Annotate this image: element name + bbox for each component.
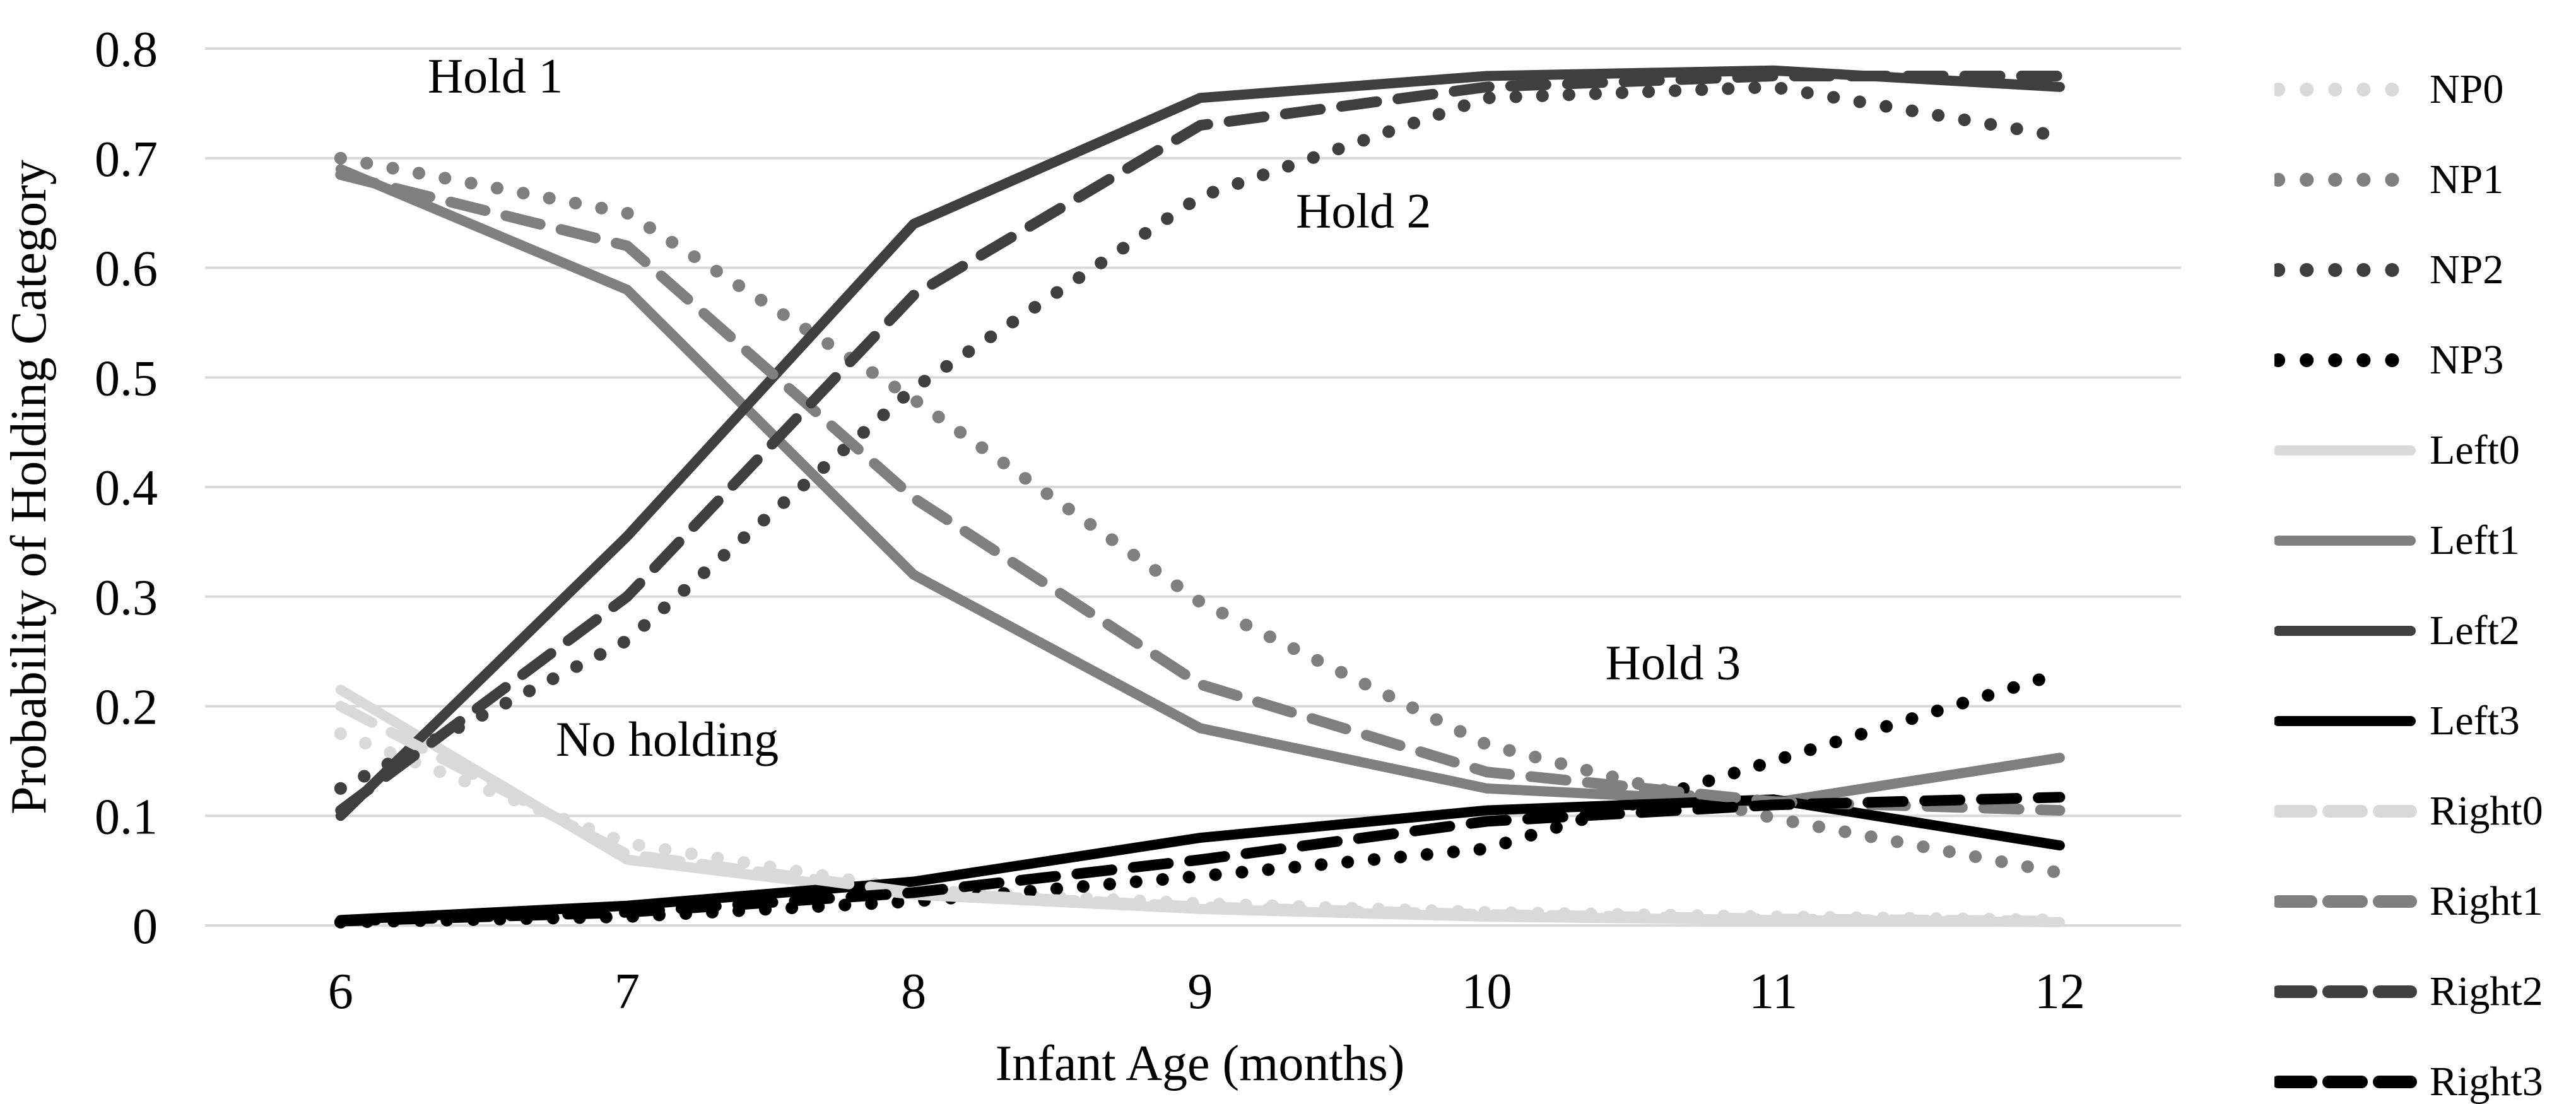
legend-label: Right1 bbox=[2430, 878, 2543, 924]
legend-item-Right0: Right0 bbox=[2274, 766, 2571, 856]
legend-item-NP1: NP1 bbox=[2274, 134, 2571, 225]
series-line-Right0 bbox=[335, 701, 2066, 927]
legend-swatch-icon bbox=[2274, 445, 2416, 455]
legend-label: Right2 bbox=[2430, 968, 2543, 1014]
series-line-NP2 bbox=[334, 80, 2066, 795]
legend-label: Left3 bbox=[2430, 697, 2520, 744]
legend-item-Right2: Right2 bbox=[2274, 946, 2571, 1036]
x-tick-label: 7 bbox=[615, 964, 640, 1019]
series-line-Right3 bbox=[335, 792, 2066, 927]
annotation-no-holding: No holding bbox=[556, 712, 779, 766]
x-tick-label: 6 bbox=[328, 964, 353, 1019]
legend-label: NP0 bbox=[2430, 66, 2504, 112]
legend-item-Right1: Right1 bbox=[2274, 856, 2571, 946]
y-tick-label: 0.5 bbox=[95, 351, 158, 406]
x-tick-label: 8 bbox=[901, 964, 926, 1019]
y-tick-label: 0 bbox=[132, 899, 158, 954]
annotation-hold-3: Hold 3 bbox=[1605, 635, 1741, 690]
x-axis-tick-labels: 6 7 8 9 10 11 12 bbox=[328, 964, 2085, 1019]
x-axis-title: Infant Age (months) bbox=[996, 1036, 1405, 1091]
legend-label: Right0 bbox=[2430, 787, 2543, 834]
legend-label: NP1 bbox=[2430, 156, 2504, 203]
y-tick-label: 0.8 bbox=[95, 22, 158, 78]
legend-swatch-icon bbox=[2274, 715, 2416, 726]
annotations: Hold 1 Hold 2 Hold 3 No holding bbox=[428, 49, 1741, 766]
legend-swatch-icon bbox=[2274, 535, 2416, 546]
x-tick-label: 10 bbox=[1462, 964, 1512, 1019]
legend-swatch-icon bbox=[2274, 262, 2418, 277]
legend-swatch-icon bbox=[2274, 353, 2418, 367]
legend-label: Left2 bbox=[2430, 607, 2520, 654]
y-axis-title: Probability of Holding Category bbox=[1, 160, 57, 814]
series-line-NP1 bbox=[334, 151, 2066, 879]
legend-swatch-icon bbox=[2274, 82, 2418, 97]
legend-label: Right3 bbox=[2430, 1058, 2543, 1104]
legend-label: NP3 bbox=[2430, 336, 2504, 383]
annotation-hold-1: Hold 1 bbox=[428, 49, 563, 103]
y-axis-tick-labels: 0 0.1 0.2 0.3 0.4 0.5 0.6 0.7 0.8 bbox=[95, 22, 158, 954]
legend-swatch-icon bbox=[2274, 625, 2416, 636]
legend-label: Left0 bbox=[2430, 426, 2520, 473]
x-tick-label: 9 bbox=[1187, 964, 1213, 1019]
legend-item-Left0: Left0 bbox=[2274, 405, 2571, 495]
legend-label: NP2 bbox=[2430, 246, 2504, 293]
legend-item-Left3: Left3 bbox=[2274, 676, 2571, 766]
x-tick-label: 12 bbox=[2035, 964, 2085, 1019]
annotation-hold-2: Hold 2 bbox=[1296, 183, 1432, 238]
series-line-Left2 bbox=[335, 65, 2065, 821]
legend-swatch-icon bbox=[2274, 172, 2418, 187]
x-tick-label: 11 bbox=[1749, 964, 1797, 1019]
y-tick-label: 0.3 bbox=[95, 570, 158, 626]
legend-item-Right3: Right3 bbox=[2274, 1036, 2571, 1104]
legend-item-Left1: Left1 bbox=[2274, 495, 2571, 585]
y-tick-label: 0.7 bbox=[95, 132, 158, 187]
y-tick-label: 0.1 bbox=[95, 789, 158, 845]
y-tick-label: 0.2 bbox=[95, 680, 158, 736]
legend-item-NP0: NP0 bbox=[2274, 44, 2571, 134]
legend-swatch-icon bbox=[2274, 804, 2417, 818]
legend-item-NP3: NP3 bbox=[2274, 315, 2571, 405]
legend-item-Left2: Left2 bbox=[2274, 585, 2571, 676]
legend-swatch-icon bbox=[2274, 1075, 2417, 1088]
y-tick-label: 0.4 bbox=[95, 461, 158, 516]
gridlines bbox=[205, 47, 2181, 927]
legend-swatch-icon bbox=[2274, 895, 2417, 908]
legend-label: Left1 bbox=[2430, 517, 2520, 563]
y-tick-label: 0.6 bbox=[95, 242, 158, 297]
legend-item-NP2: NP2 bbox=[2274, 225, 2571, 315]
legend-swatch-icon bbox=[2274, 985, 2417, 998]
legend: NP0 NP1 NP2 NP3 Left0 Left1 Left2 Left3 Right0 Ri… bbox=[2274, 44, 2571, 1104]
series-lines bbox=[334, 65, 2066, 929]
series-line-Right2 bbox=[335, 70, 2066, 816]
